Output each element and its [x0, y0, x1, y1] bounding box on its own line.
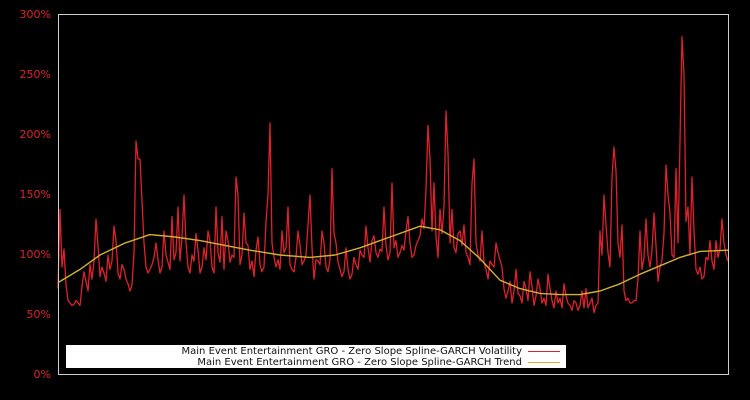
plot-area — [57, 35, 729, 314]
legend-swatch-volatility — [528, 351, 560, 352]
y-tick-label: 300% — [19, 8, 51, 21]
legend-label-trend: Main Event Entertainment GRO - Zero Slop… — [197, 357, 522, 368]
legend-label-volatility: Main Event Entertainment GRO - Zero Slop… — [181, 346, 522, 357]
plot-frame — [58, 14, 729, 375]
y-tick-label: 250% — [19, 68, 51, 81]
y-tick-label: 150% — [19, 188, 51, 201]
trend-series-line — [57, 225, 729, 296]
legend-swatch-trend — [528, 362, 560, 363]
chart-legend: Main Event Entertainment GRO - Zero Slop… — [66, 345, 566, 368]
y-tick-label: 50% — [26, 308, 51, 321]
y-tick-label: 0% — [33, 368, 51, 381]
y-tick-label: 200% — [19, 128, 51, 141]
volatility-series-line — [57, 35, 729, 314]
y-tick-label: 100% — [19, 248, 51, 261]
